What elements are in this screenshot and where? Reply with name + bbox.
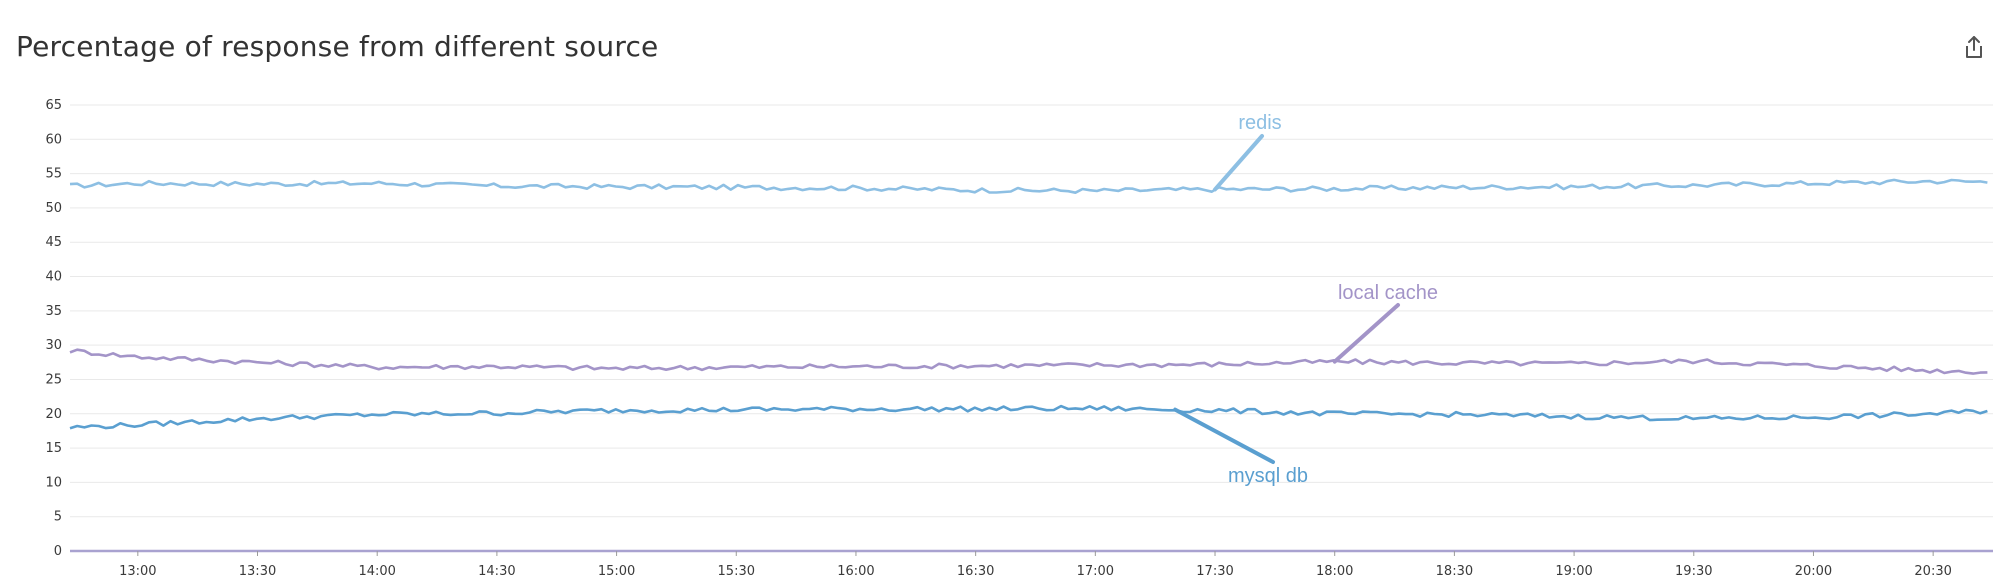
- x-tick-label: 14:30: [478, 564, 515, 579]
- y-tick-label: 55: [45, 167, 62, 182]
- x-tick-label: 19:00: [1555, 564, 1592, 579]
- y-tick-label: 65: [45, 98, 62, 113]
- series-label-mysql-db: mysql db: [1228, 465, 1308, 487]
- y-tick-label: 5: [54, 510, 62, 525]
- y-tick-label: 25: [45, 372, 62, 387]
- label-leader-line: [1213, 134, 1264, 192]
- x-tick-label: 18:30: [1436, 564, 1473, 579]
- y-tick-label: 60: [45, 132, 62, 147]
- chart-title: Percentage of response from different so…: [16, 30, 659, 63]
- x-tick-label: 19:30: [1675, 564, 1712, 579]
- label-leader-line: [1173, 407, 1275, 464]
- x-tick-label: 16:30: [957, 564, 994, 579]
- series-label-local-cache: local cache: [1338, 282, 1438, 304]
- y-tick-label: 0: [54, 544, 62, 559]
- y-tick-label: 40: [45, 270, 62, 285]
- y-axis: 0 5 10 15 20 25 30 35 40 45 50 55 60 65: [45, 98, 62, 559]
- series-line-local-cache: [69, 348, 1988, 375]
- y-tick-label: 10: [45, 475, 62, 490]
- y-tick-label: 20: [45, 407, 62, 422]
- y-tick-label: 35: [45, 304, 62, 319]
- x-tick-label: 14:00: [358, 564, 395, 579]
- share-icon-glyph: [1966, 36, 1982, 58]
- grid-lines: [70, 104, 1993, 518]
- x-tick-label: 16:00: [837, 564, 874, 579]
- series-line-mysql-db: [69, 404, 1988, 430]
- series-line-redis: [69, 178, 1988, 194]
- x-tick-label: 20:00: [1795, 564, 1832, 579]
- x-tick-label: 13:00: [119, 564, 156, 579]
- y-tick-label: 45: [45, 235, 62, 250]
- series-lines: [69, 178, 1988, 430]
- x-tick-label: 13:30: [239, 564, 276, 579]
- x-tick-label: 17:00: [1077, 564, 1114, 579]
- x-tick-label: 15:30: [718, 564, 755, 579]
- x-tick-label: 18:00: [1316, 564, 1353, 579]
- x-tick-label: 17:30: [1196, 564, 1233, 579]
- y-tick-label: 15: [45, 441, 62, 456]
- label-leader-line: [1332, 303, 1400, 364]
- x-tick-label: 15:00: [598, 564, 635, 579]
- x-tick-label: 20:30: [1914, 564, 1951, 579]
- y-tick-label: 30: [45, 338, 62, 353]
- series-label-redis: redis: [1238, 112, 1281, 134]
- series-labels: redis local cache mysql db: [1173, 112, 1438, 487]
- y-tick-label: 50: [45, 201, 62, 216]
- x-axis: 13:00 13:30 14:00 14:30 15:00 15:30 16:00 16:30…: [70, 549, 1993, 579]
- share-icon[interactable]: [1962, 34, 1986, 60]
